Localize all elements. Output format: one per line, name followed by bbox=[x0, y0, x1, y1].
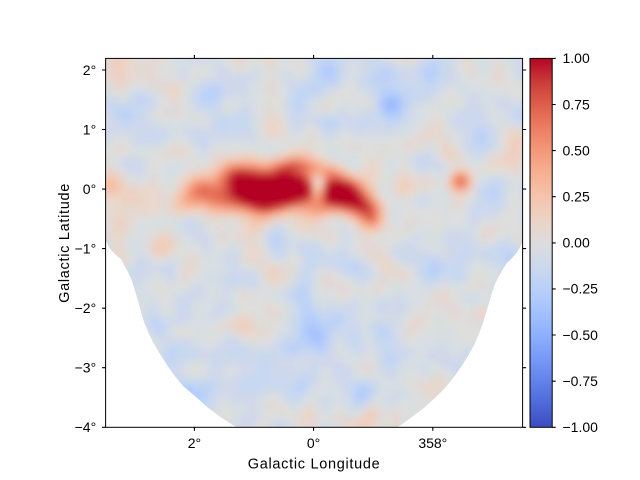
svg-text:−1°: −1° bbox=[75, 240, 97, 256]
svg-text:−2°: −2° bbox=[75, 300, 97, 316]
svg-text:Galactic Latitude: Galactic Latitude bbox=[57, 183, 73, 303]
svg-text:0°: 0° bbox=[83, 181, 96, 197]
svg-text:Galactic Longitude: Galactic Longitude bbox=[248, 457, 381, 473]
svg-text:2°: 2° bbox=[188, 435, 201, 451]
svg-text:−1.00: −1.00 bbox=[563, 419, 599, 435]
svg-text:0°: 0° bbox=[307, 435, 320, 451]
svg-text:1°: 1° bbox=[83, 121, 96, 137]
svg-text:−0.75: −0.75 bbox=[563, 373, 599, 389]
svg-text:−0.25: −0.25 bbox=[563, 281, 599, 297]
svg-text:0.00: 0.00 bbox=[563, 235, 590, 251]
svg-text:358°: 358° bbox=[418, 435, 447, 451]
svg-text:2°: 2° bbox=[83, 62, 96, 78]
svg-text:−0.50: −0.50 bbox=[563, 327, 599, 343]
svg-text:0.25: 0.25 bbox=[563, 189, 590, 205]
svg-text:−4°: −4° bbox=[75, 419, 97, 435]
svg-text:0.75: 0.75 bbox=[563, 96, 590, 112]
svg-text:0.50: 0.50 bbox=[563, 142, 590, 158]
svg-text:−3°: −3° bbox=[75, 360, 97, 376]
svg-text:1.00: 1.00 bbox=[563, 50, 590, 66]
